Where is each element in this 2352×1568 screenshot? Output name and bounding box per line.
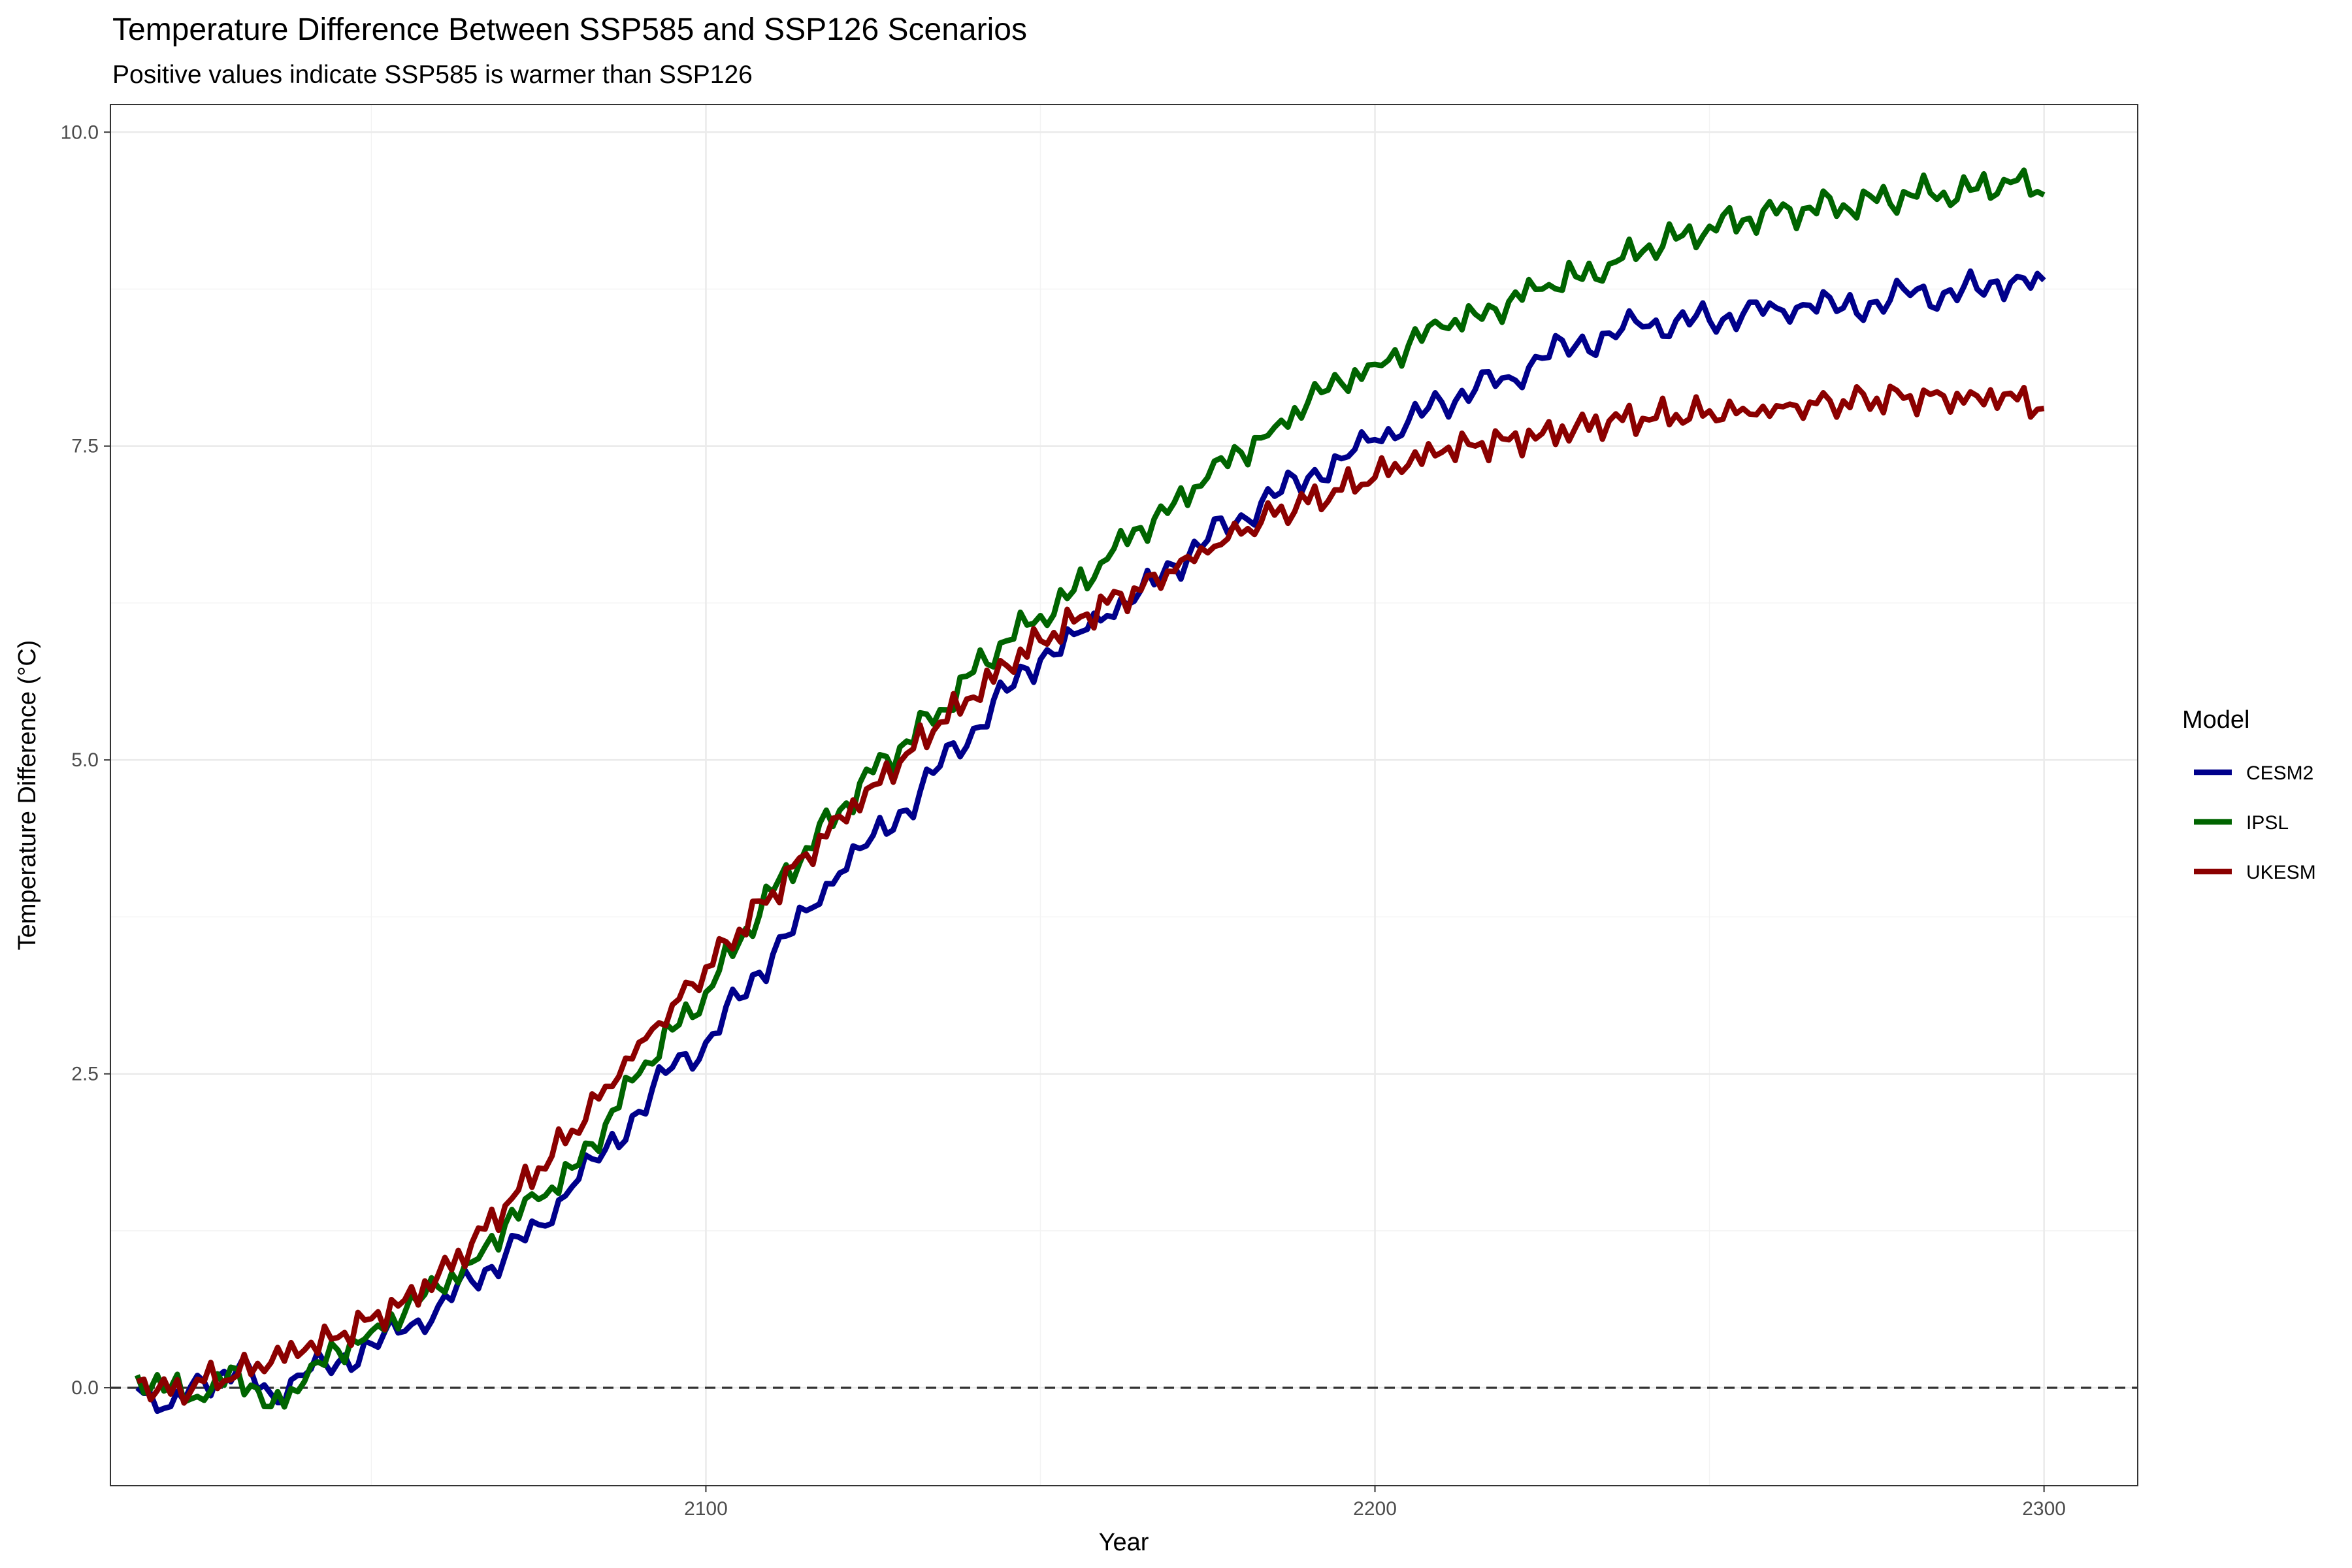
chart-title: Temperature Difference Between SSP585 an… [112,12,1027,47]
y-tick-label: 10.0 [61,122,99,143]
legend-label-ipsl: IPSL [2246,812,2289,834]
legend-label-ukesm: UKESM [2246,862,2316,883]
y-tick-label: 5.0 [71,749,99,771]
x-tick-label: 2300 [2022,1498,2066,1520]
x-tick-label: 2200 [1353,1498,1397,1520]
series-line-ukesm [136,384,2045,1406]
x-axis-title: Year [1099,1529,1149,1556]
axes: 2100 2200 2300 0.0 2.5 5.0 7.5 10.0 [61,122,2066,1520]
plot-panel-border [110,104,2138,1486]
legend-title: Model [2182,706,2250,734]
y-tick-label: 0.0 [71,1377,99,1399]
chart-subtitle: Positive values indicate SSP585 is warme… [112,61,753,89]
y-tick-label: 2.5 [71,1064,99,1085]
series-lines [135,167,2046,1414]
y-axis-title: Temperature Difference (°C) [14,640,41,951]
legend: Model CESM2 IPSL UKESM [2182,706,2316,883]
x-tick-label: 2100 [684,1498,728,1520]
y-tick-label: 7.5 [71,436,99,457]
legend-label-cesm2: CESM2 [2246,762,2313,784]
series-line-ipsl [135,167,2046,1410]
